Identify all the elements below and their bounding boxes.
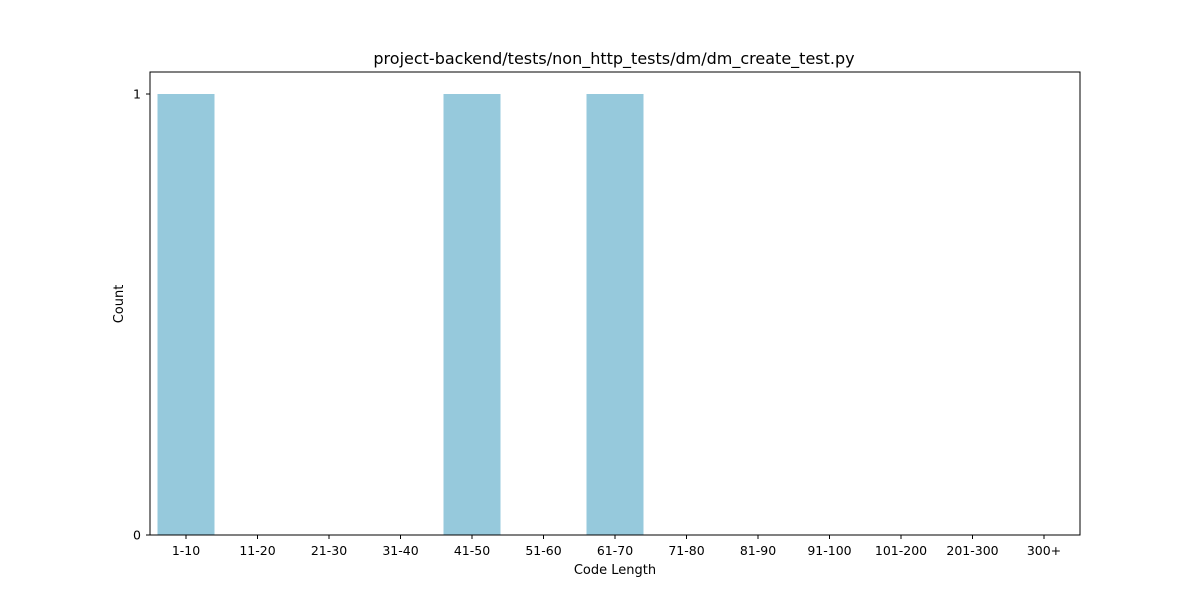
x-tick-label: 81-90	[740, 543, 776, 558]
y-axis-label: Count	[112, 285, 127, 324]
x-tick-label: 61-70	[597, 543, 633, 558]
x-tick-label: 201-300	[946, 543, 998, 558]
x-tick-label: 1-10	[172, 543, 200, 558]
y-tick-label: 0	[133, 528, 141, 543]
x-tick-label: 71-80	[668, 543, 704, 558]
y-tick-label: 1	[133, 87, 141, 102]
x-tick-label: 31-40	[382, 543, 418, 558]
x-tick-label: 11-20	[239, 543, 275, 558]
x-axis-label: Code Length	[574, 563, 656, 578]
y-ticks-group: 01	[133, 87, 150, 543]
x-tick-label: 91-100	[807, 543, 851, 558]
x-tick-label: 21-30	[311, 543, 347, 558]
x-tick-label: 101-200	[875, 543, 927, 558]
chart-title: project-backend/tests/non_http_tests/dm/…	[373, 49, 854, 69]
bar-61-70	[586, 94, 644, 535]
x-tick-label: 300+	[1027, 543, 1061, 558]
bars-group	[157, 94, 644, 535]
bar-41-50	[443, 94, 501, 535]
x-tick-label: 41-50	[454, 543, 490, 558]
x-ticks-group: 1-10 11-20 21-30 31-40 41-50 51-60 61-70 71-80 8…	[172, 535, 1061, 558]
x-tick-label: 51-60	[525, 543, 561, 558]
bar-1-10	[157, 94, 215, 535]
